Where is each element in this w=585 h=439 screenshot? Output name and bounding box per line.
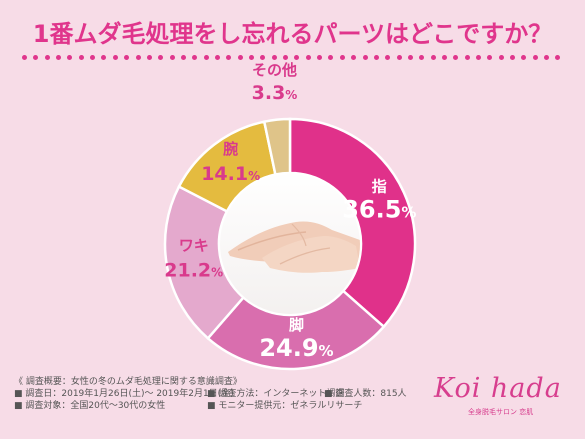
divider-dot: [441, 55, 447, 60]
divider-dot: [78, 55, 84, 60]
divider-dot: [430, 55, 436, 60]
brand-logo: Koi hada 全身脱毛サロン 恋肌: [434, 373, 574, 419]
logo-tagline: 全身脱毛サロン 恋肌: [468, 408, 534, 416]
divider-dot: [328, 55, 334, 60]
divider-dot: [487, 55, 493, 60]
divider-dot: [396, 55, 402, 60]
divider-dot: [169, 55, 175, 60]
divider-dot: [135, 55, 141, 60]
slice-label: 腕: [223, 140, 238, 158]
divider-dot: [373, 55, 379, 60]
divider-dot: [476, 55, 481, 60]
center-photo: [219, 173, 361, 315]
divider-dot: [283, 55, 289, 60]
divider-dot: [226, 55, 232, 60]
divider-dot: [33, 55, 39, 60]
divider-dot: [44, 55, 50, 60]
page-title: 1番ムダ毛処理をし忘れるパーツはどこですか？: [32, 20, 553, 48]
dotted-divider: [22, 55, 563, 61]
survey-provider: ■ モニター提供元：ゼネラルリサーチ: [207, 401, 363, 411]
divider-dot: [544, 55, 550, 60]
survey-date: ■ 調査日：2019年1月26日(土)～ 2019年2月1日(金): [14, 389, 234, 399]
divider-dot: [192, 55, 198, 60]
survey-target: ■ 調査対象：全国20代～30代の女性: [14, 401, 166, 411]
divider-dot: [453, 55, 459, 60]
slice-label: 脚: [289, 316, 304, 334]
slice-value: 21.2%: [164, 259, 223, 281]
divider-dot: [67, 55, 73, 60]
divider-dot: [351, 55, 357, 60]
divider-dot: [407, 55, 413, 60]
slice-label: 指: [372, 178, 387, 196]
slice-value: 24.9%: [259, 334, 333, 362]
divider-dot: [385, 55, 391, 60]
slice-value: 36.5%: [342, 196, 416, 224]
survey-count: ■ 調査人数：815人: [324, 389, 407, 399]
chart-labels: 指36.5% 脚24.9% ワキ 21.2% 腕 14.1% その他 3.3%: [164, 61, 416, 362]
divider-dot: [237, 55, 243, 60]
divider-dot: [362, 55, 368, 60]
survey-heading: 《 調査概要：女性の冬のムダ毛処理に関する意識調査》: [14, 377, 242, 387]
slice-value: 3.3%: [252, 82, 298, 104]
divider-dot: [180, 55, 186, 60]
divider-dot: [124, 55, 130, 60]
logo-wordmark: Koi hada: [434, 373, 562, 404]
divider-dot: [339, 55, 345, 60]
divider-dot: [22, 55, 27, 60]
divider-dot: [90, 55, 96, 60]
divider-dot: [419, 55, 425, 60]
hands-icon: [220, 174, 360, 314]
divider-dot: [214, 55, 220, 60]
survey-method: ■ 調査方法：インターネット調査: [207, 389, 345, 399]
divider-dot: [271, 55, 277, 60]
divider-dot: [464, 55, 470, 60]
divider-dot: [146, 55, 152, 60]
slice-label: ワキ: [179, 236, 209, 254]
divider-dot: [158, 55, 164, 60]
divider-dot: [294, 55, 300, 60]
divider-dot: [521, 55, 527, 60]
slice-value: 14.1%: [201, 163, 260, 185]
divider-dot: [498, 55, 504, 60]
divider-dot: [56, 55, 62, 60]
divider-dot: [555, 55, 561, 60]
divider-dot: [249, 55, 254, 60]
chart-slices: [163, 117, 417, 371]
slice-label: その他: [252, 61, 297, 79]
divider-dot: [101, 55, 107, 60]
divider-dot: [112, 55, 118, 60]
divider-dot: [317, 55, 323, 60]
divider-dot: [203, 55, 209, 60]
divider-dot: [532, 55, 538, 60]
divider-dot: [510, 55, 516, 60]
divider-dot: [260, 55, 266, 60]
divider-dot: [305, 55, 311, 60]
